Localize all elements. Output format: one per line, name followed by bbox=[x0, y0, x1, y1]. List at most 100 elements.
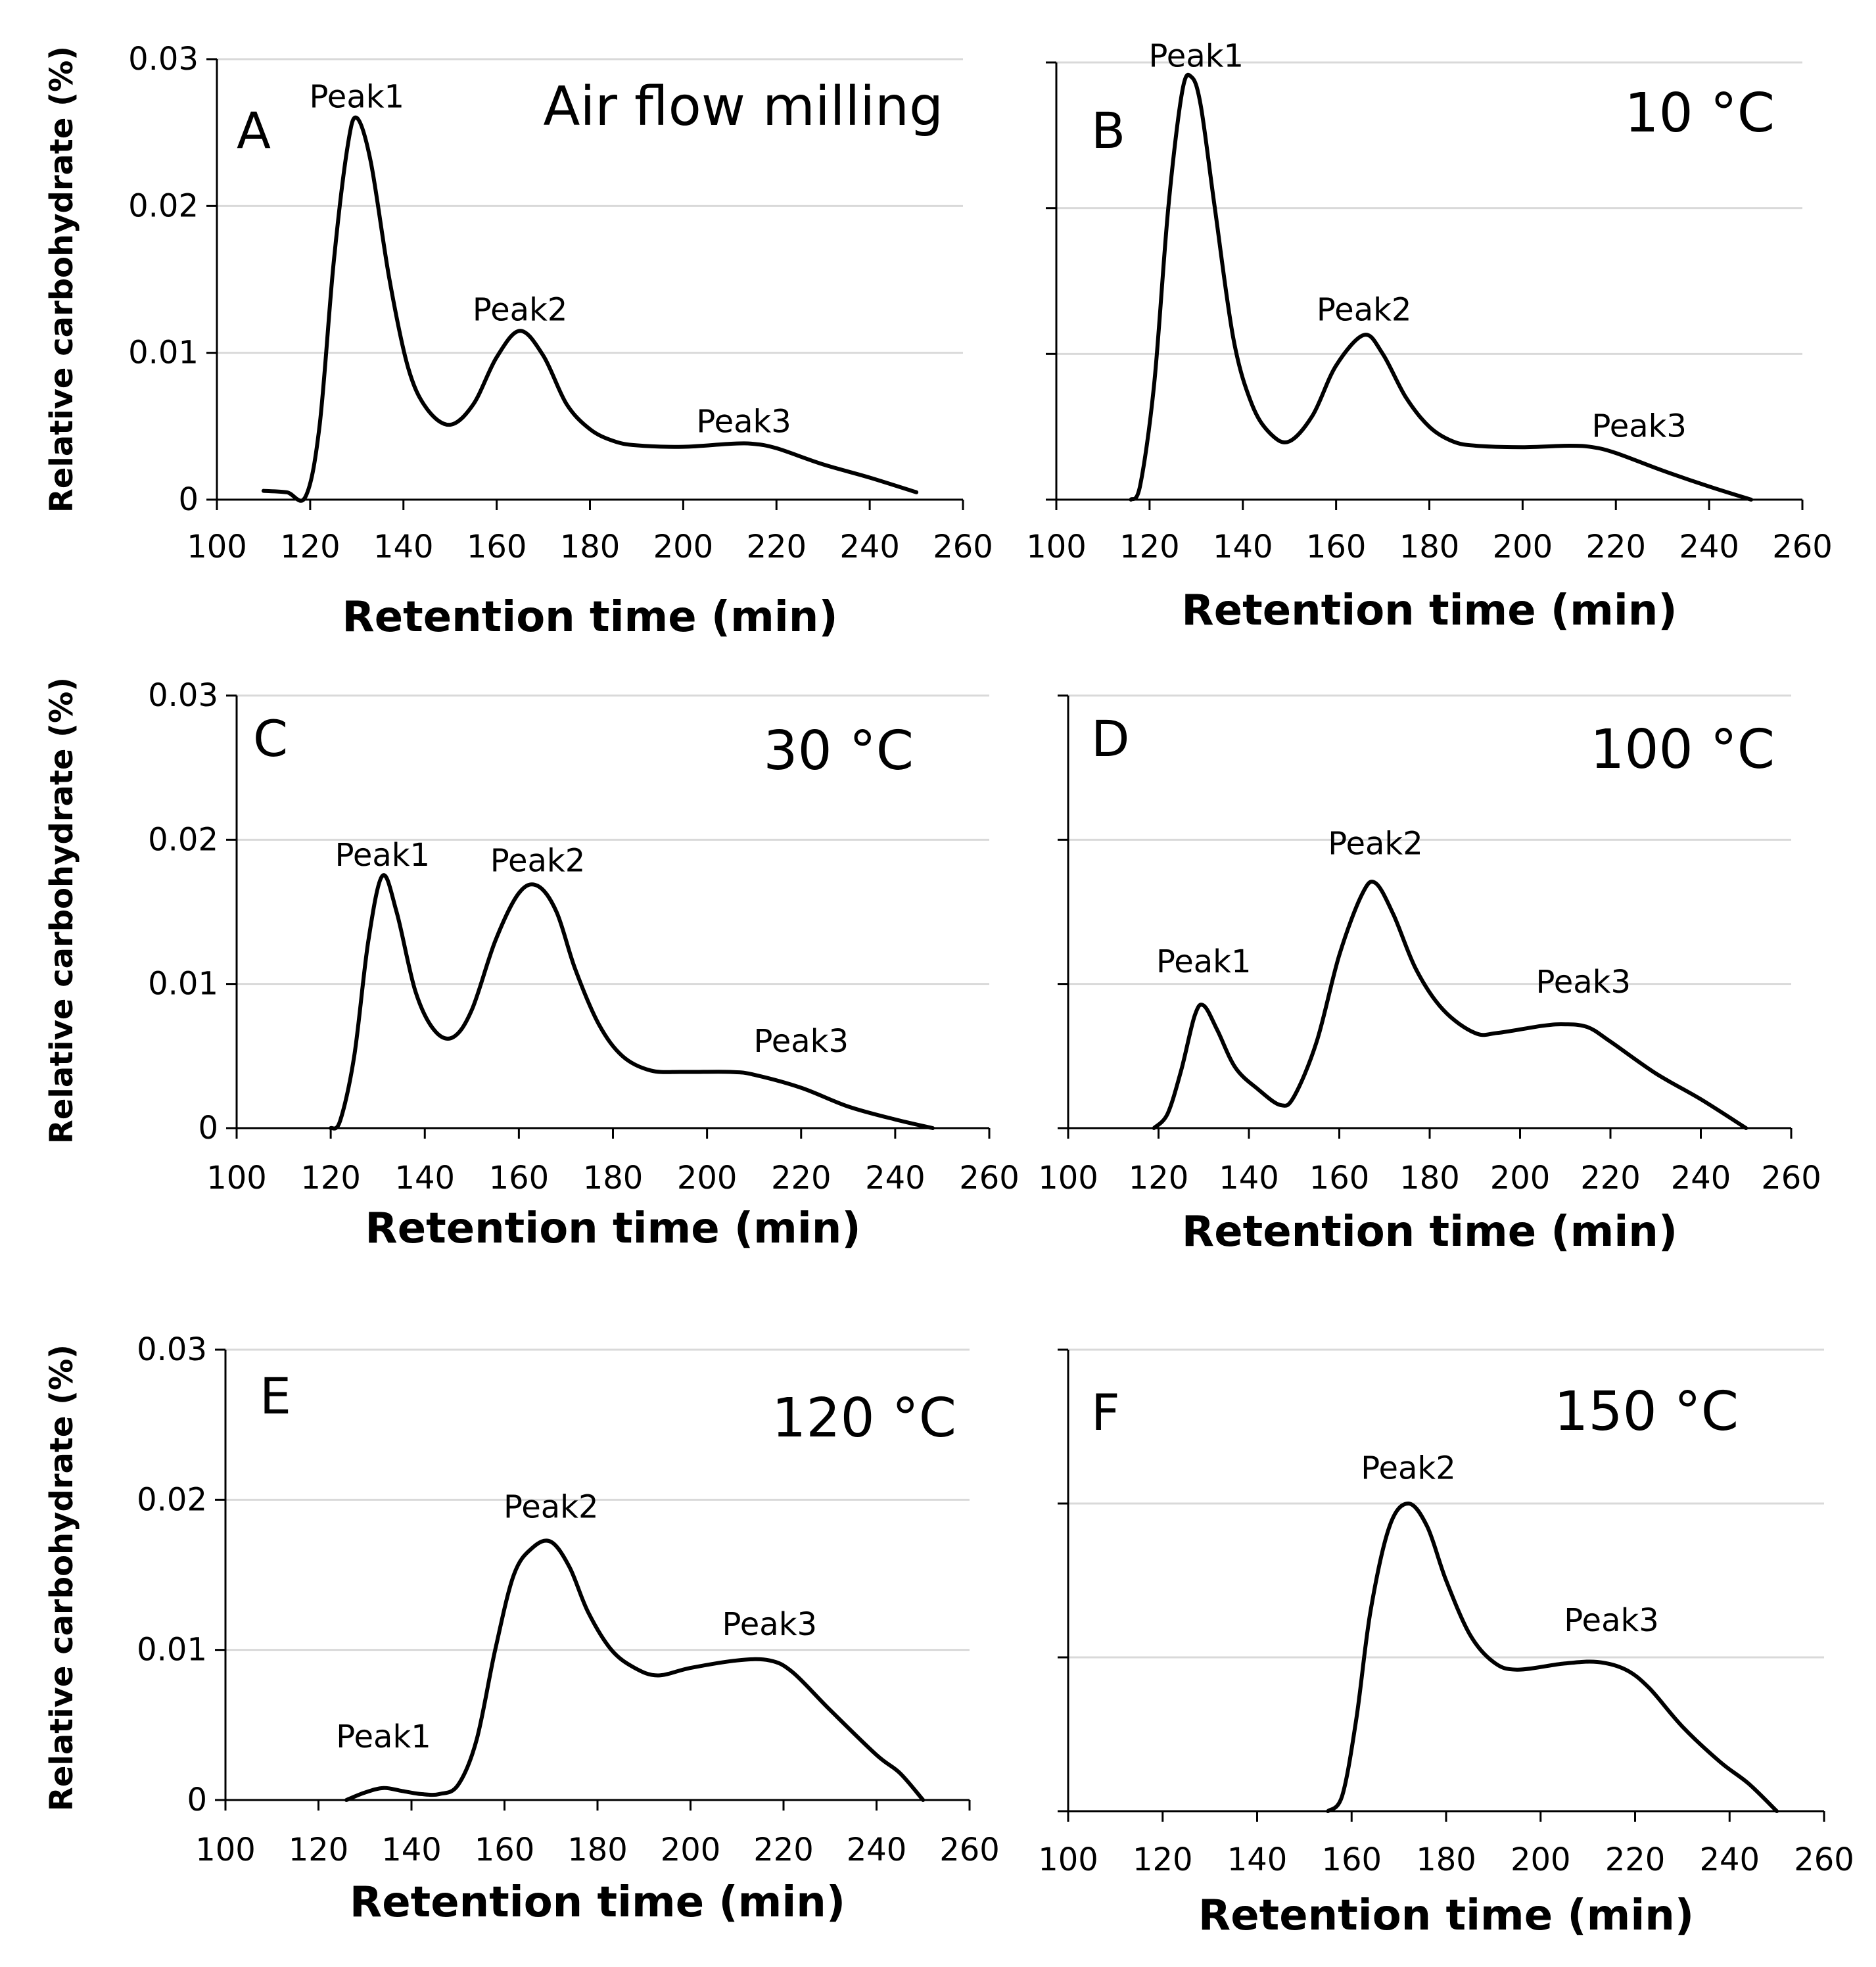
panel-d-x-tick-label: 240 bbox=[1671, 1160, 1731, 1197]
panel-e-x-tick-label: 140 bbox=[381, 1832, 442, 1868]
panel-e-y-axis-title: Relative carbohydrate (%) bbox=[43, 1344, 80, 1811]
panel-c-x-tick-label: 100 bbox=[206, 1160, 267, 1197]
panel-e-x-tick-label: 260 bbox=[939, 1832, 1000, 1868]
panel-f-x-tick-label: 100 bbox=[1038, 1841, 1098, 1878]
panel-a-title: Air flow milling bbox=[543, 76, 943, 138]
panel-e-y-tick-label: 0 bbox=[187, 1782, 207, 1818]
panel-a-peak-label: Peak3 bbox=[696, 403, 791, 440]
panel-c-peak-label: Peak1 bbox=[335, 837, 431, 874]
panel-d-x-tick-label: 160 bbox=[1309, 1160, 1370, 1197]
panel-d-letter: D bbox=[1091, 709, 1130, 768]
panel-a-x-tick-label: 160 bbox=[467, 529, 527, 565]
panel-b-x-tick-label: 100 bbox=[1026, 529, 1087, 565]
panel-e-y-tick-label: 0.01 bbox=[137, 1632, 207, 1669]
panel-e-x-tick-label: 100 bbox=[195, 1832, 256, 1868]
panel-a-series-line bbox=[261, 115, 919, 503]
panel-a-letter: A bbox=[237, 101, 271, 160]
panel-a-y-tick-label: 0.03 bbox=[128, 41, 199, 78]
panel-b-x-tick-label: 220 bbox=[1585, 529, 1646, 565]
panel-f-peak-label: Peak3 bbox=[1564, 1602, 1659, 1639]
panel-b-x-tick-label: 180 bbox=[1399, 529, 1460, 565]
panel-d-x-tick-label: 180 bbox=[1399, 1160, 1460, 1197]
panel-c-x-tick-label: 140 bbox=[394, 1160, 455, 1197]
panel-a-x-tick-label: 220 bbox=[746, 529, 807, 565]
panel-b-x-tick-label: 260 bbox=[1772, 529, 1833, 565]
panel-d-peak-label: Peak3 bbox=[1536, 964, 1631, 1001]
panel-f-x-axis-title: Retention time (min) bbox=[1198, 1891, 1694, 1940]
panel-c-peak-label: Peak2 bbox=[490, 843, 586, 880]
panel-d-peak-label: Peak2 bbox=[1328, 825, 1423, 862]
panel-f-x-tick-label: 180 bbox=[1416, 1841, 1476, 1878]
panel-a-peak-label: Peak2 bbox=[473, 292, 568, 329]
panel-c-series-line bbox=[329, 873, 935, 1131]
panel-a-x-tick-label: 240 bbox=[839, 529, 900, 565]
panel-c-y-tick-label: 0.01 bbox=[148, 966, 218, 1003]
panel-f-x-tick-label: 160 bbox=[1321, 1841, 1382, 1878]
panel-a-y-tick-label: 0.02 bbox=[128, 187, 199, 224]
panel-e-x-tick-label: 240 bbox=[847, 1832, 907, 1868]
panel-f-peak-label: Peak2 bbox=[1361, 1450, 1456, 1487]
panel-f-letter: F bbox=[1091, 1383, 1120, 1442]
panel-b-x-tick-label: 160 bbox=[1306, 529, 1367, 565]
panel-a-x-tick-label: 100 bbox=[187, 529, 247, 565]
panel-a-x-tick-label: 120 bbox=[280, 529, 340, 565]
panel-e-peak-label: Peak3 bbox=[722, 1606, 818, 1643]
panel-b-peak-label: Peak3 bbox=[1591, 408, 1687, 445]
panel-b-x-tick-label: 140 bbox=[1213, 529, 1273, 565]
panel-d-x-axis-title: Retention time (min) bbox=[1182, 1208, 1677, 1256]
panel-e-x-tick-label: 160 bbox=[475, 1832, 535, 1868]
panel-f-x-tick-label: 200 bbox=[1511, 1841, 1571, 1878]
panel-d-x-tick-label: 220 bbox=[1580, 1160, 1641, 1197]
panel-f-x-tick-label: 120 bbox=[1133, 1841, 1193, 1878]
panel-d-x-tick-label: 260 bbox=[1761, 1160, 1821, 1197]
panel-c-x-tick-label: 180 bbox=[583, 1160, 644, 1197]
panel-c-y-axis-title: Relative carbohydrate (%) bbox=[43, 677, 80, 1144]
panel-b-title: 10 °C bbox=[1624, 82, 1775, 145]
panel-d-x-tick-label: 120 bbox=[1129, 1160, 1189, 1197]
panel-c-y-tick-label: 0.02 bbox=[148, 821, 218, 858]
panel-f-series-line bbox=[1326, 1502, 1779, 1813]
panel-c-y-tick-label: 0.03 bbox=[148, 677, 218, 714]
panel-a-y-tick-label: 0.01 bbox=[128, 335, 199, 371]
panel-f-title: 150 °C bbox=[1554, 1381, 1739, 1443]
panel-b-peak-label: Peak1 bbox=[1149, 38, 1244, 75]
panel-b-x-tick-label: 240 bbox=[1679, 529, 1739, 565]
panel-e-x-axis-title: Retention time (min) bbox=[350, 1878, 845, 1927]
panel-e-title: 120 °C bbox=[772, 1387, 956, 1450]
panel-c-x-tick-label: 220 bbox=[771, 1160, 832, 1197]
panel-e-letter: E bbox=[260, 1367, 291, 1425]
panel-e-x-tick-label: 200 bbox=[661, 1832, 721, 1868]
panel-b-x-tick-label: 200 bbox=[1493, 529, 1553, 565]
panel-b-letter: B bbox=[1091, 101, 1125, 160]
panel-e-y-tick-label: 0.02 bbox=[137, 1481, 207, 1518]
panel-c-x-tick-label: 120 bbox=[300, 1160, 361, 1197]
panel-f-x-tick-label: 260 bbox=[1794, 1841, 1854, 1878]
panel-c-title: 30 °C bbox=[763, 720, 914, 782]
panel-b-x-tick-label: 120 bbox=[1119, 529, 1180, 565]
panel-b-series-line bbox=[1129, 72, 1753, 502]
panel-b-peak-label: Peak2 bbox=[1317, 291, 1412, 328]
panel-e-peak-label: Peak2 bbox=[504, 1489, 599, 1526]
panel-d-x-tick-label: 100 bbox=[1038, 1160, 1098, 1197]
panel-e-y-tick-label: 0.03 bbox=[137, 1331, 207, 1368]
panel-d-title: 100 °C bbox=[1590, 719, 1775, 781]
panel-e-x-tick-label: 180 bbox=[567, 1832, 628, 1868]
panel-e-series-line bbox=[344, 1538, 926, 1802]
panel-c-y-tick-label: 0 bbox=[198, 1110, 218, 1147]
panel-c-x-tick-label: 160 bbox=[489, 1160, 550, 1197]
panel-a-y-axis-title: Relative carbohydrate (%) bbox=[43, 46, 80, 513]
panel-e-x-tick-label: 220 bbox=[753, 1832, 814, 1868]
panel-a-y-tick-label: 0 bbox=[178, 481, 199, 518]
panel-c-x-tick-label: 240 bbox=[865, 1160, 926, 1197]
panel-b-x-axis-title: Retention time (min) bbox=[1181, 586, 1677, 635]
panel-d-x-tick-label: 200 bbox=[1490, 1160, 1551, 1197]
panel-a-x-tick-label: 140 bbox=[373, 529, 434, 565]
panel-a-x-tick-label: 260 bbox=[933, 529, 993, 565]
panel-d-series-line bbox=[1152, 880, 1748, 1130]
panel-f-x-tick-label: 240 bbox=[1699, 1841, 1760, 1878]
panel-a-x-tick-label: 180 bbox=[560, 529, 621, 565]
panel-c-peak-label: Peak3 bbox=[753, 1023, 849, 1060]
panel-c-letter: C bbox=[253, 709, 288, 768]
panel-c-x-tick-label: 200 bbox=[677, 1160, 738, 1197]
